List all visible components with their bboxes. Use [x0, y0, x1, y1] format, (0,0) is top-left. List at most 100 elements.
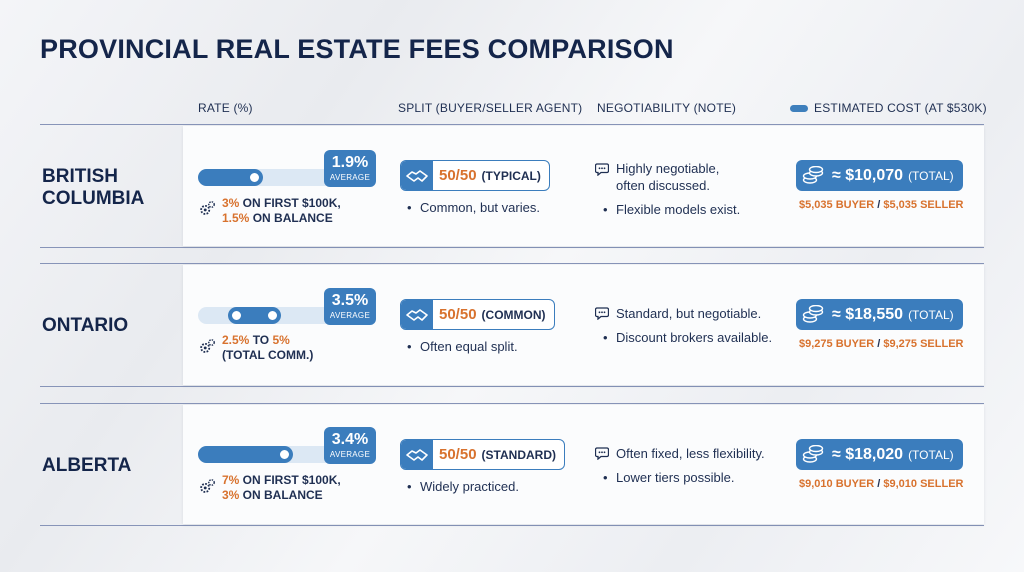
cost-total-value: ≈ $18,550 — [832, 305, 904, 323]
gear-icon — [200, 339, 215, 353]
split-note: Common, but varies. — [407, 200, 540, 216]
split-badge: 50/50 (COMMON) — [400, 299, 555, 330]
split-label: (TYPICAL) — [481, 168, 541, 183]
split-value: 50/50 — [439, 167, 477, 184]
negotiability-line: often discussed. — [616, 178, 710, 193]
region-name: ALBERTA — [42, 455, 131, 477]
handshake-icon — [401, 300, 433, 329]
divider-line — [40, 247, 984, 248]
rate-value: 3.4% — [331, 431, 369, 448]
header-negotiability: NEGOTIABILITY (NOTE) — [597, 101, 737, 115]
region-name-line: BRITISH — [42, 166, 118, 187]
rate-description: 7% ON FIRST $100K, 3% ON BALANCE — [222, 473, 341, 503]
rate-highlight: 5% — [272, 333, 290, 347]
rate-description: 3% ON FIRST $100K, 1.5% ON BALANCE — [222, 196, 341, 226]
cost-total-badge: ≈ $18,020 (TOTAL) — [796, 439, 963, 470]
cost-split: $9,010 BUYER / $9,010 SELLER — [799, 478, 963, 490]
negotiability-text: Standard, but negotiable. — [616, 305, 761, 322]
rate-bar-fill — [198, 446, 293, 463]
region-name: BRITISH COLUMBIA — [42, 166, 144, 210]
cost-total-label: (TOTAL) — [908, 447, 954, 462]
negotiability-line: Standard, but negotiable. — [616, 306, 762, 321]
rate-bar-knob — [230, 309, 243, 322]
speech-bubble-icon — [595, 307, 609, 320]
cost-separator: / — [874, 338, 884, 350]
rate-highlight: 7% — [222, 473, 240, 487]
negotiability-text: Highly negotiable, often discussed. — [616, 160, 719, 194]
header-split: SPLIT (BUYER/SELLER AGENT) — [398, 101, 583, 115]
split-label: (COMMON) — [481, 307, 546, 322]
region-name: ONTARIO — [42, 315, 128, 337]
rate-badge: 3.4% AVERAGE — [324, 427, 376, 464]
speech-bubble-icon — [595, 447, 609, 460]
rate-bar — [198, 307, 348, 324]
cost-split: $5,035 BUYER / $5,035 SELLER — [799, 199, 963, 211]
coins-icon — [802, 165, 824, 184]
rate-badge: 1.9% AVERAGE — [324, 150, 376, 187]
rate-text: ON FIRST $100K, — [239, 196, 341, 210]
split-value: 50/50 — [439, 446, 477, 463]
rate-text: ON BALANCE — [249, 211, 333, 225]
handshake-icon — [401, 440, 433, 469]
rate-bar — [198, 446, 348, 463]
cost-separator: / — [874, 199, 884, 211]
rate-highlight: 3% — [222, 488, 240, 502]
rate-value: 1.9% — [331, 154, 369, 171]
negotiability-line: Often fixed, less flexibility. — [616, 446, 765, 461]
rate-label: AVERAGE — [329, 311, 371, 320]
rate-badge: 3.5% AVERAGE — [324, 288, 376, 325]
rate-bar — [198, 169, 348, 186]
cost-split: $9,275 BUYER / $9,275 SELLER — [799, 338, 963, 350]
rate-label: AVERAGE — [329, 173, 371, 182]
split-note: Often equal split. — [407, 339, 518, 355]
rate-bar-knob — [278, 448, 291, 461]
speech-bubble-icon — [595, 163, 609, 176]
cost-total-label: (TOTAL) — [908, 307, 954, 322]
cost-total-badge: ≈ $10,070 (TOTAL) — [796, 160, 963, 191]
buyer-cost: $9,275 BUYER — [799, 338, 875, 350]
rate-highlight: 1.5% — [222, 211, 250, 225]
rate-text: ON FIRST $100K, — [239, 473, 341, 487]
gear-icon — [200, 201, 215, 215]
rate-label: AVERAGE — [329, 450, 371, 459]
divider-line — [40, 403, 984, 404]
rate-highlight: 2.5% — [222, 333, 250, 347]
header-rate: RATE (%) — [198, 101, 253, 115]
divider-line — [40, 263, 984, 264]
cost-separator: / — [874, 478, 884, 490]
negotiability-note: Lower tiers possible. — [603, 470, 734, 486]
page-title: PROVINCIAL REAL ESTATE FEES COMPARISON — [40, 34, 674, 64]
rate-text: (TOTAL COMM.) — [222, 348, 314, 362]
split-value: 50/50 — [439, 306, 477, 323]
region-name-line: ALBERTA — [42, 455, 132, 476]
rate-text: TO — [249, 333, 273, 347]
seller-cost: $5,035 SELLER — [883, 199, 964, 211]
cost-total-label: (TOTAL) — [908, 168, 954, 183]
header-cost: ESTIMATED COST (AT $530K) — [790, 101, 987, 115]
rate-bar-fill — [198, 169, 263, 186]
cost-total-value: ≈ $10,070 — [832, 166, 904, 184]
rate-value: 3.5% — [331, 292, 369, 309]
cost-total-value: ≈ $18,020 — [832, 445, 904, 463]
buyer-cost: $9,010 BUYER — [799, 478, 875, 490]
split-note: Widely practiced. — [407, 479, 519, 495]
rate-bar-knob — [248, 171, 261, 184]
split-badge: 50/50 (STANDARD) — [400, 439, 565, 470]
seller-cost: $9,010 SELLER — [883, 478, 964, 490]
rate-bar-knob — [266, 309, 279, 322]
divider-line — [40, 124, 984, 125]
coins-icon — [802, 444, 824, 463]
negotiability-text: Often fixed, less flexibility. — [616, 445, 765, 462]
legend-pill-icon — [790, 104, 808, 112]
coins-icon — [802, 304, 824, 323]
divider-line — [40, 525, 984, 526]
split-label: (STANDARD) — [481, 447, 556, 462]
split-badge: 50/50 (TYPICAL) — [400, 160, 550, 191]
rate-highlight: 3% — [222, 196, 240, 210]
negotiability-line: Highly negotiable, — [616, 161, 720, 176]
gear-icon — [200, 479, 215, 493]
negotiability-note: Discount brokers available. — [603, 330, 772, 346]
divider-line — [40, 386, 984, 387]
handshake-icon — [401, 161, 433, 190]
buyer-cost: $5,035 BUYER — [799, 199, 875, 211]
